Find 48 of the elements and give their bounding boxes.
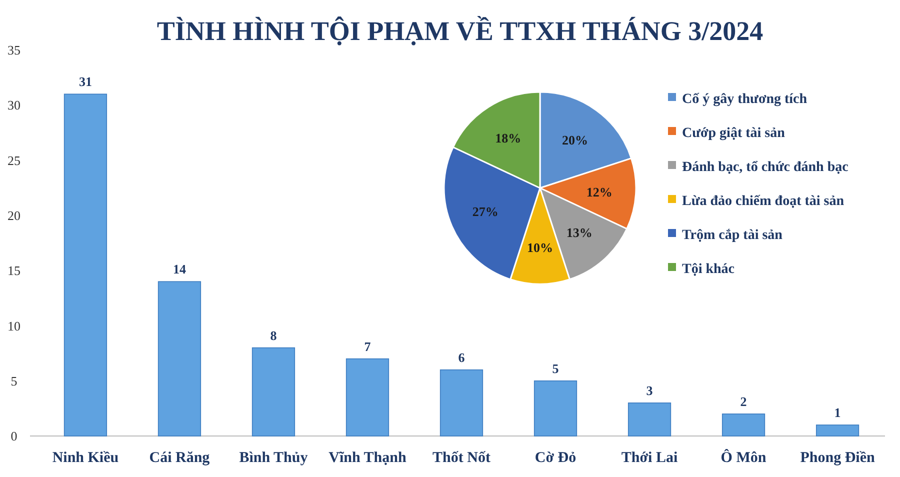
legend-label: Trộm cắp tài sản [682,228,783,243]
legend-label: Cố ý gây thương tích [682,92,808,107]
bar [64,94,108,436]
y-tick-label: 20 [8,208,20,223]
data-label: 20% [562,132,588,148]
bar [722,414,766,436]
x-tick-label: Thới Lai [621,450,678,466]
legend-label: Tội khác [682,262,735,277]
bar [816,424,860,436]
legend-label: Lừa đảo chiếm đoạt tài sản [682,194,844,209]
data-label: 7 [364,338,372,354]
data-label: 3 [646,382,654,398]
x-tick-label: Bình Thủy [239,450,308,466]
y-tick-label: 25 [8,152,20,168]
data-label: 27% [472,204,498,220]
y-tick-label: 5 [10,373,18,388]
x-tick-label: Cờ Đỏ [534,450,576,466]
legend-label: Đánh bạc, tổ chức đánh bạc [682,160,848,175]
bar [440,369,484,436]
x-tick-label: Cái Răng [149,450,210,466]
data-label: 14 [172,262,186,277]
data-label: 12% [586,184,612,200]
data-label: 6 [458,350,466,365]
x-tick-label: Ninh Kiều [52,450,119,466]
y-tick-label: 10 [8,318,20,334]
x-tick-label: Vĩnh Thạnh [328,450,407,466]
y-tick-label: 30 [8,98,20,113]
data-label: 2 [740,394,747,409]
chart-title: TÌNH HÌNH TỘI PHẠM VỀ TTXH THÁNG 3/2024 [156,15,764,46]
legend-label: Cướp giật tài sản [682,126,786,141]
bar [252,347,296,436]
x-tick-label: Thốt Nốt [432,450,490,466]
y-tick-label: 0 [10,428,18,444]
data-label: 18% [495,130,522,146]
data-label: 1 [834,404,841,420]
bar [534,380,578,436]
x-tick-label: Ô Môn [720,448,767,466]
y-tick-label: 35 [8,42,20,58]
bar [346,358,390,436]
data-label: 31 [78,74,92,90]
data-label: 13% [566,225,592,240]
x-tick-label: Phong Điền [800,450,876,466]
data-label: 10% [527,240,553,256]
bar [158,281,202,436]
data-label: 8 [270,328,278,343]
data-label: 5 [552,360,560,376]
bar [628,402,672,436]
y-tick-label: 15 [8,263,20,278]
